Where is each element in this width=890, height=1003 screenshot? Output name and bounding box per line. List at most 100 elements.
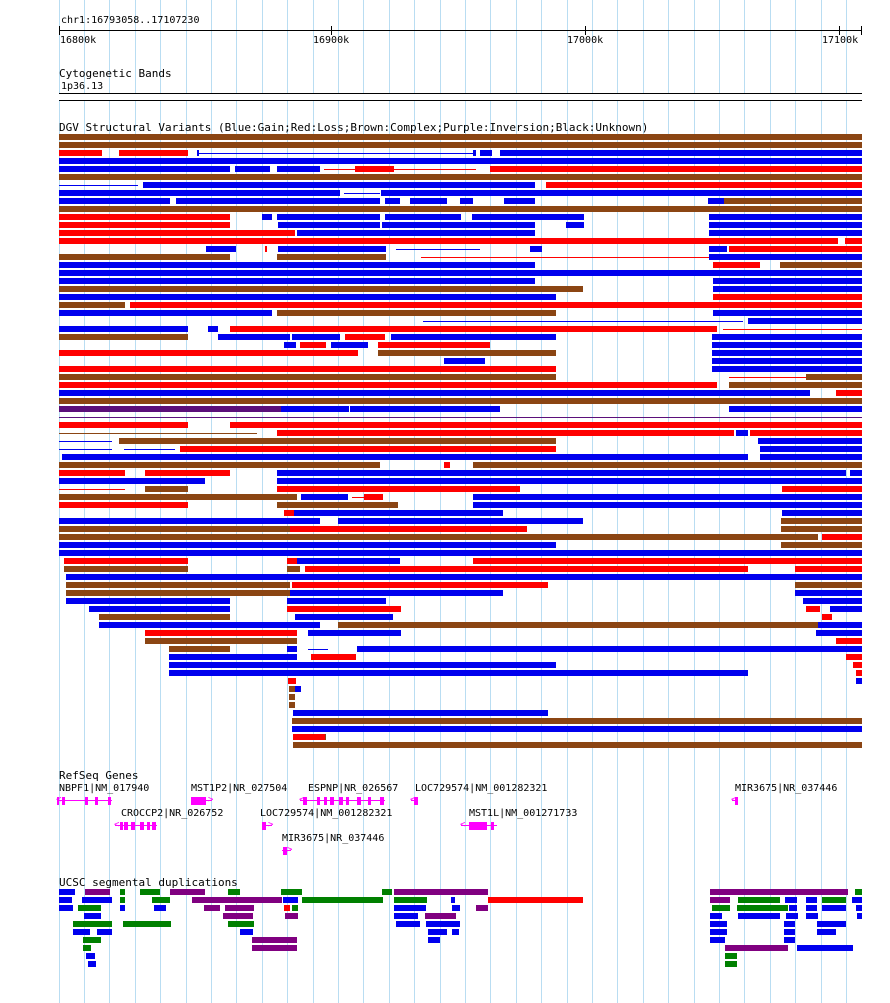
segdup-feature[interactable] — [83, 945, 91, 951]
gene-exon[interactable] — [330, 797, 334, 805]
segdup-feature[interactable] — [806, 913, 818, 919]
dgv-variant[interactable] — [265, 246, 267, 252]
dgv-variant[interactable] — [59, 502, 188, 508]
segdup-feature[interactable] — [382, 889, 392, 895]
gene-intron-line[interactable] — [115, 825, 157, 826]
gene-exon[interactable] — [120, 822, 123, 830]
dgv-variant[interactable] — [59, 198, 170, 204]
dgv-variant[interactable] — [325, 734, 326, 740]
dgv-variant[interactable] — [64, 566, 188, 572]
segdup-feature[interactable] — [476, 905, 488, 911]
dgv-variant[interactable] — [292, 334, 340, 340]
gene-exon[interactable] — [191, 797, 206, 805]
dgv-variant[interactable] — [293, 734, 325, 740]
dgv-variant[interactable] — [713, 278, 862, 284]
dgv-variant[interactable] — [59, 478, 205, 484]
segdup-feature[interactable] — [394, 913, 418, 919]
dgv-variant[interactable] — [473, 494, 862, 500]
dgv-variant[interactable] — [473, 502, 782, 508]
dgv-variant[interactable] — [287, 606, 401, 612]
dgv-variant[interactable] — [59, 390, 810, 396]
segdup-feature[interactable] — [59, 905, 73, 911]
segdup-feature[interactable] — [170, 889, 205, 895]
dgv-variant[interactable] — [277, 486, 520, 492]
segdup-feature[interactable] — [192, 897, 282, 903]
dgv-variant[interactable] — [709, 246, 727, 252]
dgv-variant[interactable] — [59, 406, 281, 412]
gene-exon[interactable] — [262, 822, 266, 830]
gene-exon[interactable] — [152, 822, 156, 830]
dgv-variant[interactable] — [816, 630, 862, 636]
dgv-variant[interactable] — [836, 390, 862, 396]
segdup-feature[interactable] — [140, 889, 160, 895]
dgv-variant[interactable] — [709, 230, 862, 236]
segdup-feature[interactable] — [710, 921, 727, 927]
dgv-variant[interactable] — [169, 670, 748, 676]
dgv-connector[interactable] — [396, 249, 480, 250]
segdup-feature[interactable] — [284, 905, 290, 911]
segdup-feature[interactable] — [426, 921, 460, 927]
segdup-feature[interactable] — [120, 897, 125, 903]
dgv-variant[interactable] — [62, 454, 748, 460]
dgv-variant[interactable] — [712, 358, 862, 364]
dgv-variant[interactable] — [311, 654, 356, 660]
dgv-variant[interactable] — [66, 598, 230, 604]
dgv-variant[interactable] — [281, 406, 349, 412]
gene-label[interactable]: CROCCP2|NR_026752 — [121, 808, 224, 819]
segdup-feature[interactable] — [228, 921, 254, 927]
dgv-connector[interactable] — [59, 441, 112, 442]
segdup-feature[interactable] — [712, 905, 730, 911]
dgv-variant[interactable] — [278, 222, 380, 228]
dgv-variant[interactable] — [290, 590, 503, 596]
segdup-feature[interactable] — [283, 897, 298, 903]
dgv-variant[interactable] — [284, 510, 294, 516]
dgv-variant[interactable] — [208, 326, 218, 332]
dgv-variant[interactable] — [391, 334, 556, 340]
dgv-variant[interactable] — [490, 166, 862, 172]
dgv-variant[interactable] — [59, 294, 556, 300]
segdup-feature[interactable] — [789, 905, 797, 911]
dgv-variant[interactable] — [781, 542, 862, 548]
gene-label[interactable]: MIR3675|NR_037446 — [735, 783, 838, 794]
dgv-variant[interactable] — [295, 686, 301, 692]
dgv-variant[interactable] — [338, 622, 818, 628]
dgv-variant[interactable] — [795, 590, 862, 596]
segdup-feature[interactable] — [855, 889, 862, 895]
dgv-variant[interactable] — [382, 582, 548, 588]
dgv-variant[interactable] — [473, 150, 476, 156]
dgv-variant[interactable] — [822, 534, 862, 540]
dgv-variant[interactable] — [59, 422, 188, 428]
segdup-feature[interactable] — [710, 929, 727, 935]
dgv-variant[interactable] — [795, 566, 862, 572]
dgv-variant[interactable] — [59, 398, 862, 404]
segdup-feature[interactable] — [784, 921, 795, 927]
segdup-feature[interactable] — [228, 889, 240, 895]
dgv-variant[interactable] — [277, 430, 734, 436]
dgv-variant[interactable] — [66, 574, 290, 580]
dgv-variant[interactable] — [176, 198, 380, 204]
gene-exon[interactable] — [131, 822, 135, 830]
dgv-variant[interactable] — [709, 214, 862, 220]
dgv-variant[interactable] — [350, 406, 500, 412]
dgv-variant[interactable] — [357, 646, 862, 652]
dgv-connector[interactable] — [59, 449, 112, 450]
gene-label[interactable]: NBPF1|NM_017940 — [59, 783, 150, 794]
segdup-feature[interactable] — [240, 929, 253, 935]
dgv-variant[interactable] — [782, 502, 862, 508]
segdup-feature[interactable] — [73, 921, 112, 927]
dgv-variant[interactable] — [845, 238, 862, 244]
segdup-feature[interactable] — [59, 897, 72, 903]
dgv-variant[interactable] — [504, 198, 535, 204]
dgv-variant[interactable] — [750, 430, 862, 436]
segdup-feature[interactable] — [725, 953, 737, 959]
segdup-feature[interactable] — [204, 905, 220, 911]
cytoband-bar[interactable] — [59, 93, 862, 101]
dgv-variant[interactable] — [59, 310, 272, 316]
segdup-feature[interactable] — [252, 937, 297, 943]
segdup-feature[interactable] — [83, 937, 101, 943]
segdup-feature[interactable] — [428, 929, 447, 935]
segdup-feature[interactable] — [451, 897, 455, 903]
gene-exon[interactable] — [57, 797, 59, 805]
dgv-variant[interactable] — [712, 342, 862, 348]
dgv-variant[interactable] — [345, 334, 385, 340]
